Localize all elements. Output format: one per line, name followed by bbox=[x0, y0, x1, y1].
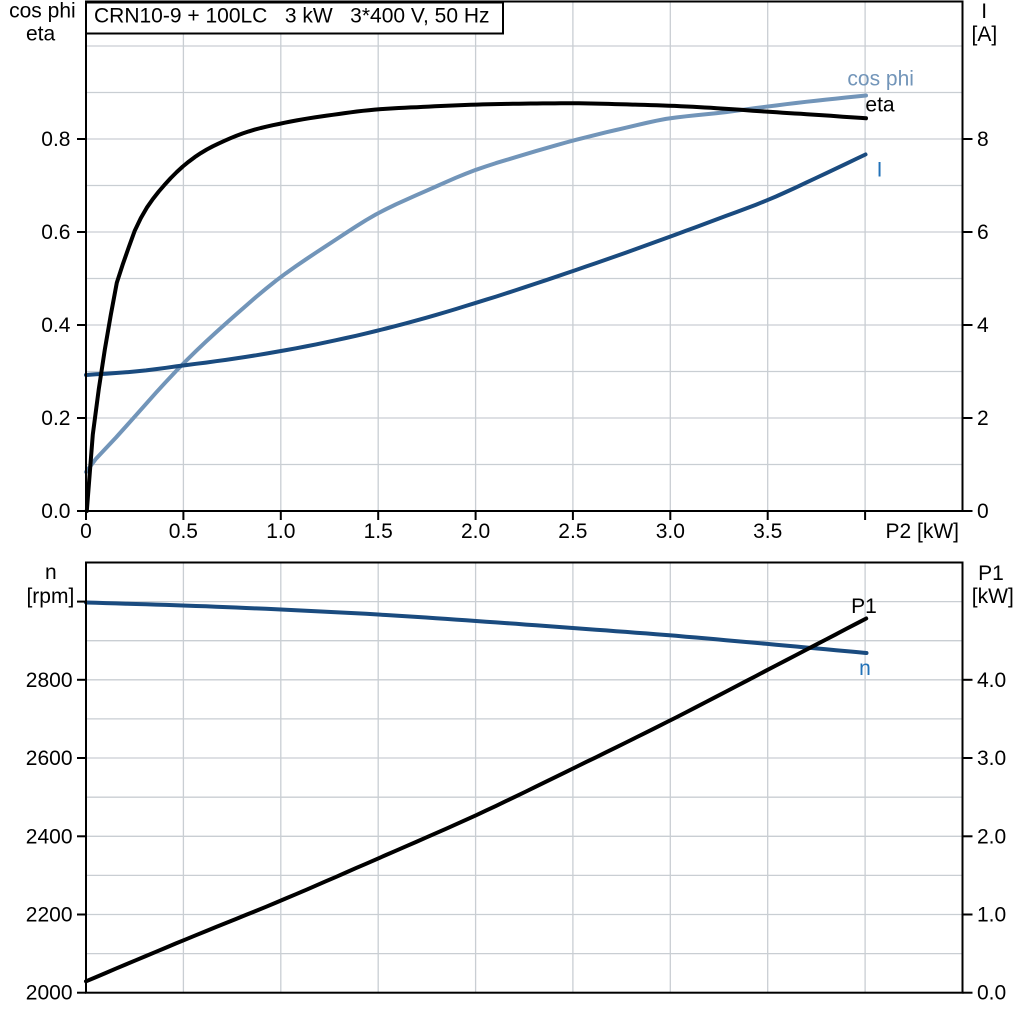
svg-text:6: 6 bbox=[977, 221, 989, 244]
svg-text:0.4: 0.4 bbox=[41, 314, 71, 337]
svg-text:n: n bbox=[45, 561, 57, 584]
svg-text:eta: eta bbox=[865, 94, 895, 117]
svg-text:3.0: 3.0 bbox=[656, 520, 685, 543]
svg-text:CRN10-9 + 100LC 3 kW 3*400: CRN10-9 + 100LC 3 kW 3*400 V, 50 Hz bbox=[94, 4, 490, 27]
svg-text:0.8: 0.8 bbox=[41, 128, 70, 151]
svg-text:0: 0 bbox=[977, 500, 989, 523]
svg-text:eta: eta bbox=[26, 22, 56, 45]
svg-text:2200: 2200 bbox=[26, 904, 73, 927]
svg-text:2000: 2000 bbox=[26, 982, 73, 1005]
svg-text:3.5: 3.5 bbox=[753, 520, 782, 543]
svg-text:2800: 2800 bbox=[26, 669, 73, 692]
svg-text:3.0: 3.0 bbox=[977, 747, 1006, 770]
svg-text:0.2: 0.2 bbox=[41, 407, 70, 430]
svg-text:0: 0 bbox=[80, 520, 92, 543]
svg-text:2.0: 2.0 bbox=[977, 825, 1006, 848]
svg-text:cos phi: cos phi bbox=[9, 0, 76, 23]
svg-text:[A]: [A] bbox=[972, 23, 998, 46]
svg-text:P1: P1 bbox=[978, 562, 1004, 585]
svg-text:[kW]: [kW] bbox=[972, 585, 1014, 608]
svg-text:2.5: 2.5 bbox=[558, 520, 587, 543]
svg-text:I: I bbox=[981, 0, 987, 23]
svg-text:2600: 2600 bbox=[26, 747, 73, 770]
svg-text:1.0: 1.0 bbox=[977, 904, 1006, 927]
svg-text:0.6: 0.6 bbox=[41, 221, 70, 244]
svg-text:P2 [kW]: P2 [kW] bbox=[885, 520, 959, 543]
svg-text:1.0: 1.0 bbox=[266, 520, 295, 543]
svg-text:4.0: 4.0 bbox=[977, 669, 1006, 692]
svg-text:2: 2 bbox=[977, 407, 989, 430]
svg-text:2.0: 2.0 bbox=[461, 520, 490, 543]
svg-text:2400: 2400 bbox=[26, 825, 73, 848]
svg-text:0.0: 0.0 bbox=[41, 500, 70, 523]
svg-text:4: 4 bbox=[977, 314, 989, 337]
svg-text:[rpm]: [rpm] bbox=[26, 585, 74, 608]
svg-text:cos phi: cos phi bbox=[847, 68, 914, 91]
svg-text:0.5: 0.5 bbox=[169, 520, 198, 543]
svg-text:n: n bbox=[859, 657, 871, 680]
svg-text:1.5: 1.5 bbox=[364, 520, 393, 543]
svg-text:P1: P1 bbox=[851, 595, 877, 618]
svg-text:I: I bbox=[877, 159, 883, 182]
svg-text:8: 8 bbox=[977, 128, 989, 151]
svg-text:0.0: 0.0 bbox=[977, 982, 1006, 1005]
